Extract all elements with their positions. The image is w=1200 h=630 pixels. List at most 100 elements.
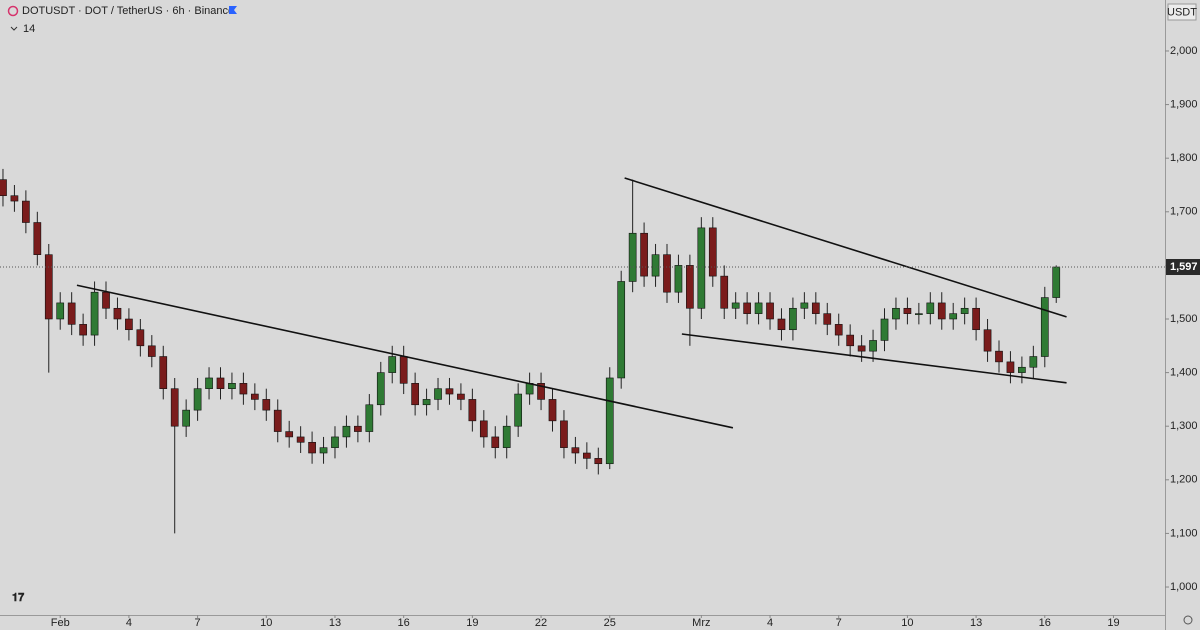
x-tick-label: Mrz: [692, 617, 710, 629]
candle-body: [583, 452, 591, 459]
settings-icon[interactable]: [1183, 615, 1193, 625]
candle-body: [663, 254, 671, 293]
candle-body: [388, 356, 397, 373]
candle-body: [445, 388, 454, 395]
candle-body: [846, 334, 855, 347]
currency-label: USDT: [1167, 6, 1197, 18]
candle-body: [1040, 297, 1049, 357]
candle-body: [605, 377, 614, 465]
tv-logo[interactable]: 𝟏𝟕: [12, 592, 25, 604]
candle-body: [983, 329, 992, 352]
collapse-icon[interactable]: [10, 26, 18, 31]
candle-body: [228, 383, 236, 389]
last-price-box: [1166, 259, 1200, 276]
candle-body: [308, 441, 316, 454]
candle-body: [56, 302, 65, 320]
candle-body: [182, 409, 191, 427]
candle-body: [800, 302, 809, 309]
candle-body: [319, 447, 328, 454]
candle-body: [422, 399, 431, 406]
candle-body: [926, 302, 935, 314]
candle-body: [594, 458, 603, 465]
y-tick-label: 1,400: [1170, 367, 1198, 379]
candle-body: [22, 200, 30, 223]
chart-title[interactable]: DOTUSDT · DOT / TetherUS · 6h · Binance: [22, 5, 234, 17]
candle-body: [502, 425, 511, 448]
flag-icon[interactable]: [229, 6, 237, 14]
candle-body: [159, 356, 168, 389]
candle-body: [1018, 366, 1026, 373]
candle-body: [285, 431, 294, 438]
x-tick-label: 16: [1039, 617, 1051, 629]
candle-body: [79, 324, 87, 336]
candle-body: [834, 324, 843, 336]
candle-body: [90, 291, 99, 336]
y-tick-label: 1,500: [1170, 313, 1198, 325]
candle-body: [205, 377, 213, 389]
candle-body: [365, 404, 374, 432]
candle-body: [915, 313, 923, 315]
candle-body: [903, 307, 912, 314]
candle-body: [743, 302, 751, 314]
candle-body: [651, 254, 660, 277]
y-tick-label: 1,000: [1170, 581, 1198, 593]
candle-body: [331, 436, 339, 448]
currency-box[interactable]: [1167, 3, 1197, 21]
x-tick-label: 4: [767, 617, 773, 629]
y-tick-label: 1,100: [1170, 527, 1198, 539]
candle-body: [892, 307, 900, 320]
candle-body: [857, 345, 866, 352]
last-price-label: 1,597: [1170, 261, 1198, 273]
x-tick-label: 19: [466, 617, 478, 629]
x-tick-label: 7: [195, 617, 201, 629]
candle-body: [686, 265, 694, 309]
x-tick-label: 10: [260, 617, 272, 629]
candle-body: [937, 302, 946, 320]
candle-body: [880, 318, 889, 341]
candle-body: [777, 318, 786, 331]
candle-body: [67, 302, 76, 325]
candle-body: [44, 254, 53, 320]
x-tick-label: 7: [836, 617, 842, 629]
y-tick-label: 1,300: [1170, 420, 1198, 432]
candle-body: [708, 227, 717, 277]
candle-body: [250, 393, 259, 400]
candle-body: [399, 356, 408, 384]
x-tick-label: 10: [901, 617, 913, 629]
x-tick-label: 13: [970, 617, 982, 629]
candle-body: [376, 372, 385, 406]
candle-body: [0, 179, 7, 197]
candle-body: [640, 232, 648, 277]
candle-body: [273, 409, 282, 432]
candle-body: [262, 399, 271, 411]
candle-body: [697, 227, 706, 309]
y-tick-label: 1,200: [1170, 474, 1198, 486]
x-tick-label: 4: [126, 617, 132, 629]
candle-body: [754, 302, 763, 314]
y-tick-label: 2,000: [1170, 45, 1198, 57]
candle-body: [102, 291, 110, 309]
candle-body: [147, 345, 156, 357]
candle-body: [33, 222, 42, 255]
candle-body: [136, 329, 145, 347]
trend-line: [681, 333, 1067, 384]
candle-body: [766, 302, 774, 320]
trend-line: [76, 284, 734, 429]
x-tick-label: 16: [398, 617, 410, 629]
y-tick-label: 1,700: [1170, 206, 1198, 218]
x-tick-label: 19: [1107, 617, 1119, 629]
candle-body: [720, 275, 729, 309]
candle-body: [789, 307, 797, 331]
indicator-label[interactable]: 14: [23, 23, 35, 35]
candle-body: [216, 377, 225, 389]
candle-body: [972, 307, 980, 331]
candle-body: [479, 420, 488, 438]
x-tick-label: 22: [535, 617, 547, 629]
candle-body: [434, 388, 442, 400]
candle-body: [811, 302, 820, 314]
candle-body: [960, 307, 969, 314]
symbol-icon: [7, 5, 19, 17]
candle-body: [1052, 266, 1061, 298]
